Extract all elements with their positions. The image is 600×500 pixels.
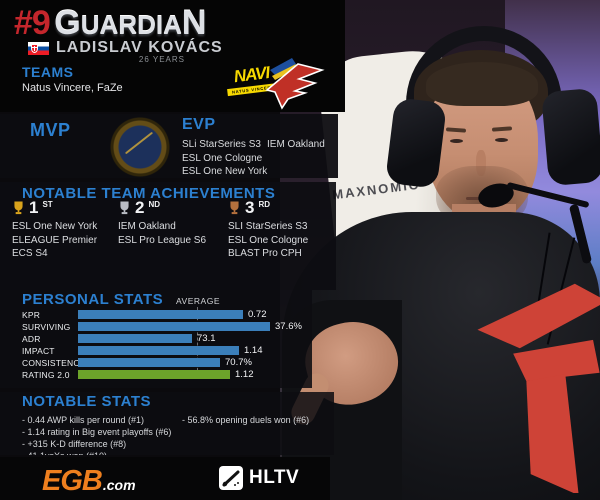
mvp-evp-panel: MVP EVP SLi StarSeries S3 ESL One Cologn… xyxy=(0,114,338,178)
real-name-row: LADISLAV KOVÁCS xyxy=(28,39,223,57)
average-label: AVERAGE xyxy=(176,296,220,306)
notable-stats-title: NOTABLE STATS xyxy=(22,393,151,410)
place-rank: 3 xyxy=(245,198,255,217)
real-name: LADISLAV KOVÁCS xyxy=(56,39,223,56)
stat-bar xyxy=(78,322,270,331)
achievement-item: ECS S4 xyxy=(12,248,48,259)
stat-bar-highlight xyxy=(78,370,230,379)
faze-hoodie-logo-icon xyxy=(468,278,600,496)
achievement-place-3rd: 3 RD SLI StarSeries S3 ESL One Cologne B… xyxy=(228,198,334,261)
achievement-place-2nd: 2 ND IEM Oakland ESL Pro League S6 xyxy=(118,198,224,247)
bronze-trophy-icon xyxy=(230,201,239,215)
player-eye xyxy=(450,139,463,143)
mvp-section-title: MVP xyxy=(30,120,71,140)
stat-bar xyxy=(78,310,243,319)
achievement-item: ESL Pro League S6 xyxy=(118,234,207,246)
achievements-section-title: NOTABLE TEAM ACHIEVEMENTS xyxy=(22,185,276,202)
silver-trophy-icon xyxy=(120,201,129,215)
achievement-item: ELEAGUE Premier xyxy=(12,234,98,246)
egb-logo: EGB .com xyxy=(42,465,136,497)
teams-list: Natus Vincere, FaZe xyxy=(22,82,123,94)
stat-bar xyxy=(78,334,192,343)
player-nickname: GUARDIAN xyxy=(54,4,207,42)
hltv-logo: HLTV xyxy=(219,466,299,490)
achievements-panel: NOTABLE TEAM ACHIEVEMENTS 1 ST ESL One N… xyxy=(0,182,336,290)
achievement-item: SLI StarSeries S3 xyxy=(228,221,308,232)
notable-stat-item: - 41 1vsXs won (#10) xyxy=(22,450,171,455)
stat-row-adr: ADR 73.1 xyxy=(22,333,216,344)
place-rank: 2 xyxy=(135,198,145,217)
evp-section-title: EVP xyxy=(182,116,216,133)
evp-list: IEM Oakland xyxy=(267,138,325,152)
notable-stats-list: - 56.8% opening duels won (#6) xyxy=(182,414,309,426)
flag-crest xyxy=(31,43,38,53)
place-suffix: ND xyxy=(148,200,161,209)
average-reference-line xyxy=(197,307,198,376)
slovakia-flag-icon xyxy=(28,41,49,55)
stat-row-kpr: KPR 0.72 xyxy=(22,309,267,320)
evp-item: IEM Oakland xyxy=(267,139,325,150)
notable-stat-item: - 56.8% opening duels won (#6) xyxy=(182,415,310,425)
player-hair-fringe xyxy=(426,62,538,106)
faze-logo-icon xyxy=(262,54,330,110)
player-nose xyxy=(476,150,486,176)
place-suffix: ST xyxy=(42,200,53,209)
stat-bar xyxy=(78,346,239,355)
evp-item: ESL One New York xyxy=(182,166,268,177)
player-eye xyxy=(495,138,508,142)
header-panel: #9 GUARDIAN LADISLAV KOVÁCS 26 YEARS TEA… xyxy=(0,0,345,112)
evp-list: SLi StarSeries S3 ESL One Cologne ESL On… xyxy=(182,138,267,178)
teams-section-title: TEAMS xyxy=(22,64,74,80)
hltv-gauge-icon xyxy=(219,466,243,490)
headphones-earcup-icon xyxy=(384,97,448,189)
stat-row-impact: IMPACT 1.14 xyxy=(22,345,263,356)
evp-item: ESL One Cologne xyxy=(182,152,263,164)
achievement-item: IEM Oakland xyxy=(118,221,176,232)
notable-stat-item: - +315 K-D difference (#8) xyxy=(22,439,127,449)
stat-row-consistency: CONSISTENCY 70.7% xyxy=(22,357,252,368)
notable-stat-item: - 0.44 AWP kills per round (#1) xyxy=(22,415,145,425)
stat-row-rating: RATING 2.0 1.12 xyxy=(22,369,254,380)
achievement-item: ESL One New York xyxy=(12,221,98,232)
stats-bar-chart: KPR 0.72 SURVIVING 37.6% ADR 73.1 IMPACT… xyxy=(22,309,307,382)
player-age: 26 YEARS xyxy=(138,55,185,64)
place-rank: 1 xyxy=(29,198,39,217)
place-suffix: RD xyxy=(258,200,271,209)
achievement-place-1st: 1 ST ESL One New York ELEAGUE Premier EC… xyxy=(12,198,118,261)
player-rank: #9 xyxy=(14,4,51,42)
achievement-item: ESL One Cologne xyxy=(228,234,309,246)
gold-trophy-icon xyxy=(14,201,23,215)
evp-item: SLi StarSeries S3 xyxy=(182,139,261,150)
notable-stat-item: - 1.14 rating in Big event playoffs (#6) xyxy=(22,427,172,437)
stat-bar xyxy=(78,358,220,367)
mvp-medal-icon xyxy=(98,114,182,178)
stat-row-surviving: SURVIVING 37.6% xyxy=(22,321,302,332)
personal-stats-title: PERSONAL STATS xyxy=(22,291,164,308)
notable-stats-list: - 0.44 AWP kills per round (#1) - 1.14 r… xyxy=(22,414,171,455)
personal-stats-panel: PERSONAL STATS AVERAGE KPR 0.72 SURVIVIN… xyxy=(0,290,312,388)
notable-stats-panel: NOTABLE STATS - 0.44 AWP kills per round… xyxy=(0,392,334,455)
page-title: #9 GUARDIAN xyxy=(14,4,206,43)
achievement-item: BLAST Pro CPH xyxy=(228,248,302,259)
footer-bar: EGB .com HLTV xyxy=(0,457,330,500)
headphones-earcup-icon xyxy=(541,87,600,187)
